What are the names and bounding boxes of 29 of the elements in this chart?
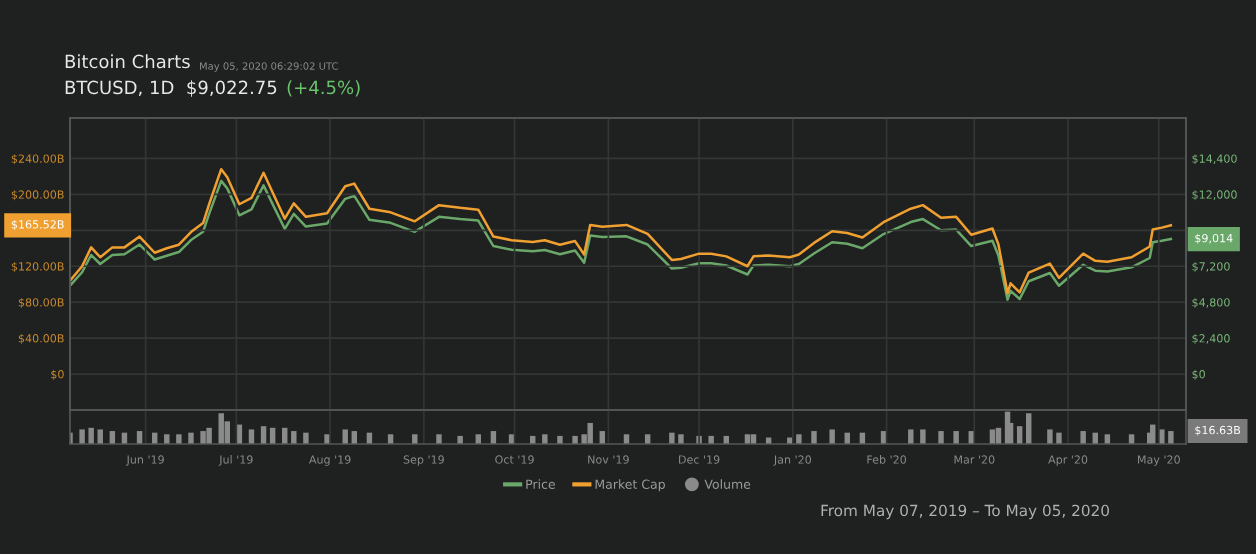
- bar: [708, 435, 714, 444]
- bar: [542, 434, 548, 444]
- bar: [587, 422, 593, 444]
- chart-title: Bitcoin Charts: [65, 54, 190, 69]
- bar: [200, 431, 206, 444]
- bar: [920, 429, 926, 444]
- text: (+4.5%): [287, 80, 360, 97]
- bar: [829, 429, 835, 444]
- bar: [436, 434, 442, 444]
- bar: [938, 431, 944, 444]
- bar: [218, 413, 224, 444]
- bar: [206, 427, 212, 444]
- bar: [1080, 431, 1086, 444]
- bar: [342, 429, 348, 444]
- bar: [557, 435, 563, 444]
- bar: [953, 431, 959, 444]
- bar: [1168, 431, 1174, 444]
- bar: [291, 431, 297, 444]
- chart-subtitle: BTCUSD, 1D $9,022.75: [65, 80, 277, 97]
- bar: [176, 434, 182, 444]
- bar: [908, 429, 914, 444]
- bar: [188, 432, 194, 444]
- bar: [303, 432, 309, 444]
- bar: [412, 434, 418, 444]
- bar: [164, 434, 170, 444]
- bar: [457, 435, 463, 444]
- bar: [811, 431, 817, 444]
- bar: [796, 434, 802, 444]
- bar: [1026, 413, 1032, 444]
